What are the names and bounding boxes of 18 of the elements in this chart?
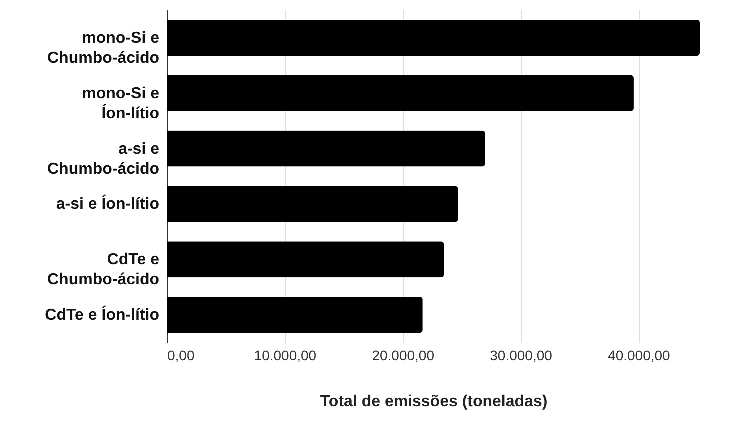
y-tick-label: a-si e Chumbo-ácido <box>48 140 160 178</box>
y-tick-label: mono-Si e Íon-lítio <box>82 85 160 122</box>
x-tick-label: 20.000,00 <box>372 348 435 364</box>
x-axis-title: Total de emissões (toneladas) <box>320 394 548 410</box>
y-tick-label: CdTe e Chumbo-ácido <box>48 252 160 289</box>
bar <box>167 20 700 56</box>
y-tick-label: mono-Si e Chumbo-ácido <box>48 30 160 67</box>
bar <box>167 242 444 278</box>
y-tick-label: a-si e Íon-lítio <box>56 194 160 214</box>
bar <box>167 186 458 222</box>
x-tick-label: 40.000,00 <box>608 348 671 364</box>
bar <box>167 130 486 167</box>
x-tick-label: 10.000,00 <box>254 348 317 364</box>
y-tick-label: CdTe e Íon-lítio <box>45 305 160 324</box>
bar <box>167 75 634 112</box>
x-tick-label: 30.000,00 <box>490 348 553 364</box>
bar <box>167 297 423 334</box>
x-tick-label: 0,00 <box>168 348 195 364</box>
